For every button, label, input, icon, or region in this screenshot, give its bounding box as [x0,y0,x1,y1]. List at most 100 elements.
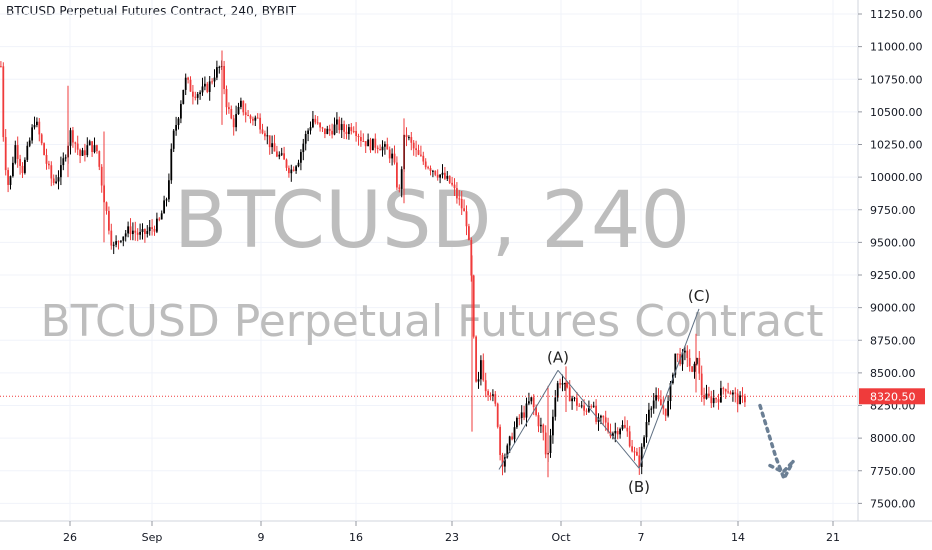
candle-body [384,144,386,147]
candle-body [283,153,285,160]
candle-body [513,427,516,440]
candle-body [477,379,480,382]
time-axis: 26 Sep 9 16 23 Oct 7 14 21 [63,521,840,544]
candle-body [79,149,81,156]
candle-body [410,137,413,143]
candle-body [578,405,581,407]
candle-body [427,167,429,169]
candle-body [703,395,705,399]
candle-body [676,353,679,355]
candle-body [285,159,288,168]
candle-body [376,147,379,149]
candle-body [432,170,434,172]
candle-body [177,118,180,126]
candle-body [158,218,161,220]
candle-body [561,383,564,385]
candle-body [681,352,684,365]
candle-body [734,392,737,394]
candle-body [96,145,98,152]
candle-body [45,155,48,164]
candle-body [552,416,554,436]
candle-body [74,142,77,144]
candle-body [549,435,552,454]
candle-body [580,405,583,407]
candle-body [729,392,732,395]
candle-body [624,424,626,428]
candle-body [189,79,192,92]
candle-body [16,145,19,159]
candle-body [194,96,197,98]
candle-body [129,226,132,235]
candle-body [100,166,103,186]
candle-body [381,146,384,151]
candle-body [124,233,127,237]
candle-body [199,92,201,95]
candle-body [278,154,281,157]
candle-body [328,128,331,131]
candle-body [0,66,2,68]
candle-body [588,406,590,412]
candle-body [573,397,576,399]
y-tick-label: 10750.00 [870,73,923,86]
candle-body [691,366,693,372]
candle-body [465,211,468,227]
candle-body [24,159,26,173]
candle-body [134,230,137,233]
candle-body [297,162,300,167]
candle-body [660,399,662,406]
candle-body [264,133,266,137]
candle-body [636,451,638,456]
candle-body [434,170,437,175]
candle-body [362,141,365,143]
candle-body [736,393,739,405]
y-tick-label: 11000.00 [870,41,923,54]
candle-body [182,89,185,104]
candle-body [417,150,420,155]
candle-body [259,117,261,130]
y-tick-label: 7500.00 [870,497,916,510]
candle-body [261,129,264,134]
candle-body [648,409,650,423]
candle-body [343,124,345,132]
candle-body [391,153,393,159]
candle-body [48,163,50,166]
candle-body [463,208,465,212]
candle-body [218,66,221,68]
candle-body [564,383,566,385]
candle-body [208,81,211,92]
candle-body [120,240,122,242]
candle-body [698,357,701,374]
candle-body [446,175,449,179]
candle-body [664,408,667,416]
candle-body [633,451,636,453]
candle-body [484,380,487,392]
candle-body [739,395,741,405]
candle-body [504,457,506,467]
candle-body [252,118,254,121]
candle-body [405,134,408,138]
candle-body [372,138,374,151]
candle-body [720,388,722,403]
candle-body [206,83,209,92]
x-tick-label: Oct [551,531,571,544]
candle-body [192,91,194,97]
candle-body [585,410,588,412]
candle-body [57,177,60,182]
candle-body [631,446,633,452]
candle-body [412,142,415,149]
candle-body [31,127,33,141]
x-tick-label: 16 [349,531,363,544]
candle-body [235,114,237,128]
candle-body [537,415,540,427]
candle-body [350,127,353,132]
candle-body [559,383,561,385]
candle-body [156,218,158,232]
candle-body [650,408,653,410]
candle-body [667,401,669,416]
wave-label: (C) [688,287,710,305]
candle-body [326,128,329,134]
candle-body [482,360,485,381]
wave-label: (A) [547,348,569,366]
elliott-wave: (A) (B) (C) [498,287,710,496]
